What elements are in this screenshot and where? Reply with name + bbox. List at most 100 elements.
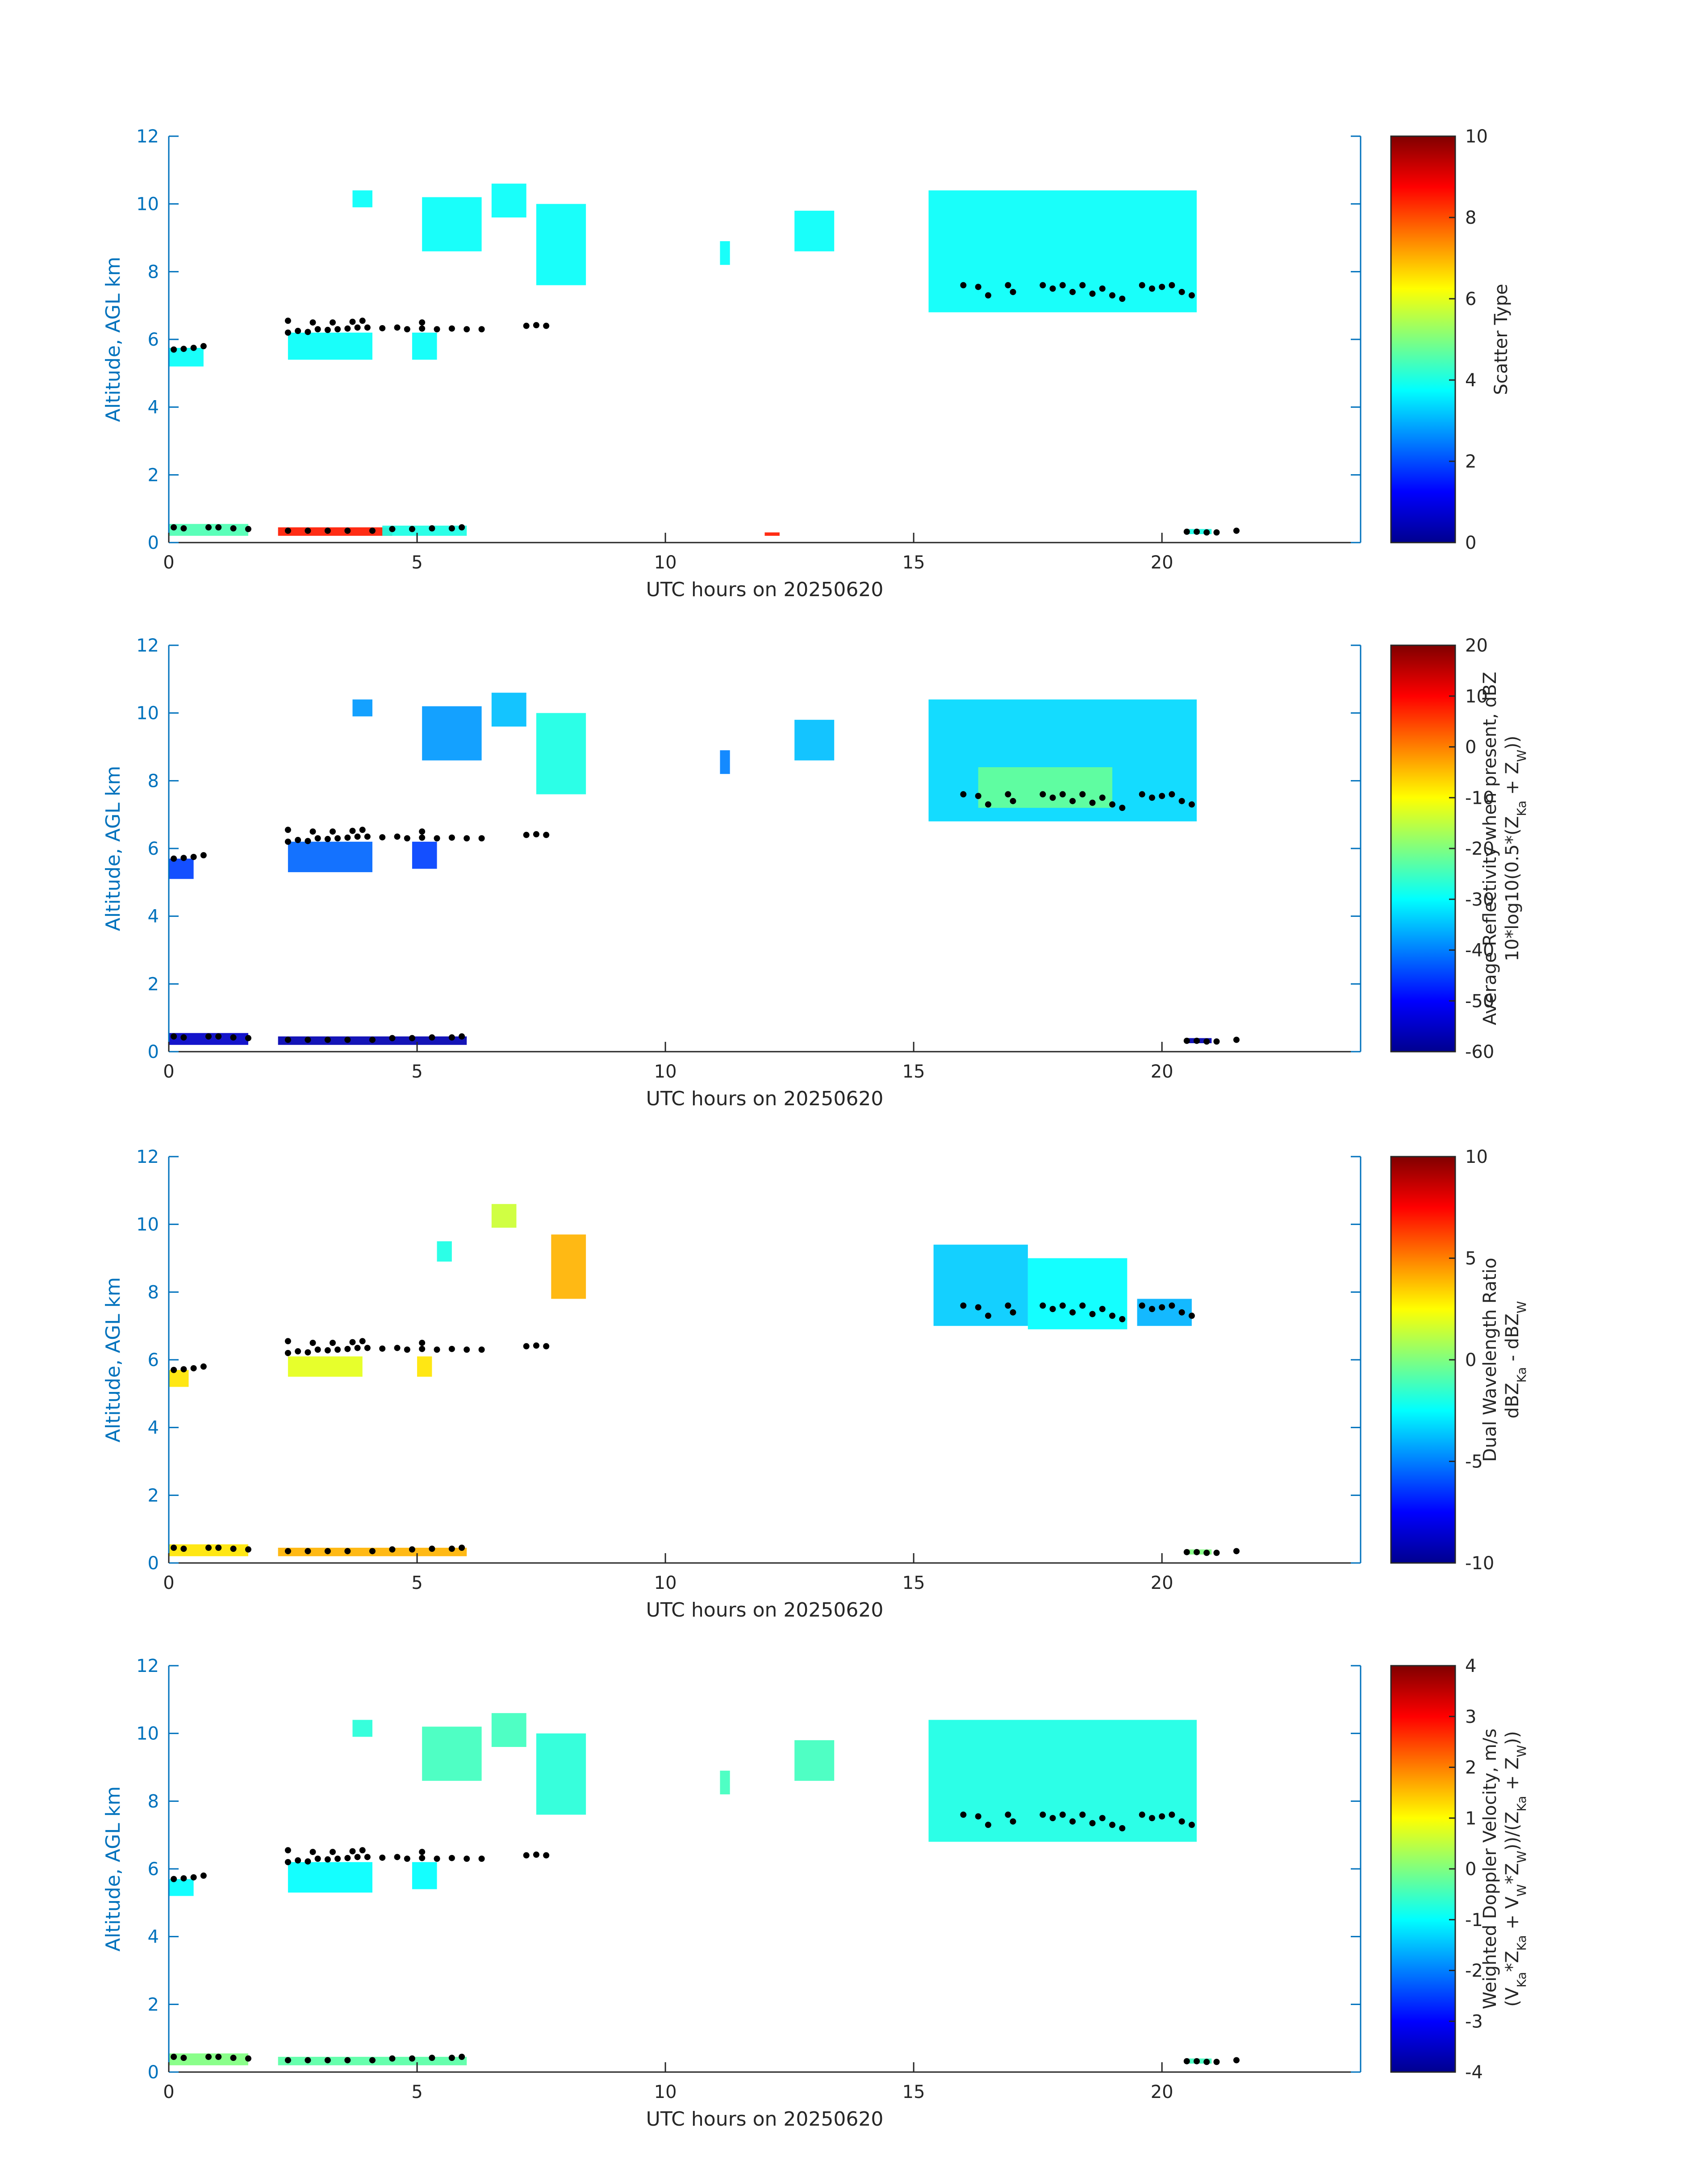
overlay-dot bbox=[305, 329, 311, 335]
overlay-dot bbox=[180, 855, 187, 861]
y-tick-label: 4 bbox=[148, 907, 159, 927]
overlay-dot bbox=[533, 1851, 539, 1858]
overlay-dot bbox=[359, 1847, 366, 1854]
overlay-dot bbox=[180, 1546, 187, 1552]
overlay-dot bbox=[394, 324, 401, 331]
overlay-dot bbox=[975, 793, 981, 799]
colorbar-label: Weighted Doppler Velocity, m/s bbox=[1480, 1729, 1500, 2010]
overlay-dot bbox=[180, 1875, 187, 1882]
overlay-dot bbox=[344, 1036, 351, 1043]
overlay-dot bbox=[389, 1546, 396, 1553]
y-tick-label: 2 bbox=[148, 974, 159, 994]
y-tick-label: 10 bbox=[136, 194, 159, 215]
overlay-dot bbox=[284, 2057, 291, 2064]
overlay-dot bbox=[1139, 791, 1145, 798]
overlay-dot bbox=[404, 326, 410, 333]
overlay-dot bbox=[448, 2055, 455, 2061]
overlay-dot bbox=[1183, 528, 1190, 535]
overlay-dot bbox=[1005, 1302, 1011, 1309]
overlay-dot bbox=[364, 324, 371, 331]
overlay-dot bbox=[1233, 1548, 1240, 1554]
overlay-dot bbox=[1213, 1038, 1220, 1045]
overlay-dot bbox=[284, 527, 291, 534]
overlay-dot bbox=[314, 835, 321, 842]
overlay-dot bbox=[1233, 527, 1240, 534]
overlay-dot bbox=[284, 318, 291, 324]
colorbar-tick-label: 4 bbox=[1465, 1656, 1476, 1676]
overlay-dot bbox=[354, 833, 361, 840]
overlay-dot bbox=[1059, 282, 1066, 288]
overlay-dot bbox=[434, 1346, 440, 1353]
overlay-dot bbox=[523, 832, 530, 838]
overlay-dot bbox=[394, 1345, 401, 1351]
overlay-dot bbox=[960, 1302, 967, 1309]
x-tick-label: 0 bbox=[163, 1573, 174, 1593]
y-tick-label: 2 bbox=[148, 465, 159, 485]
x-tick-label: 5 bbox=[411, 2082, 422, 2102]
overlay-dot bbox=[478, 835, 485, 842]
overlay-dot bbox=[329, 319, 336, 326]
colorbar-tick-label: 4 bbox=[1465, 370, 1476, 391]
overlay-dot bbox=[1079, 1302, 1086, 1309]
overlay-dot bbox=[985, 1822, 991, 1828]
overlay-dot bbox=[200, 1363, 207, 1370]
overlay-dot bbox=[369, 1036, 376, 1043]
overlay-dot bbox=[1178, 1818, 1185, 1825]
y-tick-label: 4 bbox=[148, 1418, 159, 1438]
overlay-dot bbox=[975, 1813, 981, 1820]
overlay-dot bbox=[190, 1874, 197, 1880]
overlay-dot bbox=[190, 344, 197, 351]
x-tick-label: 5 bbox=[411, 552, 422, 573]
overlay-dot bbox=[1119, 1825, 1126, 1831]
overlay-dot bbox=[448, 1546, 455, 1552]
overlay-dot bbox=[1194, 528, 1200, 535]
overlay-dot bbox=[1005, 282, 1011, 288]
overlay-dot bbox=[171, 1876, 177, 1882]
overlay-dot bbox=[464, 835, 470, 842]
overlay-dot bbox=[459, 1544, 465, 1551]
overlay-dot bbox=[379, 1854, 386, 1861]
overlay-dot bbox=[1169, 1302, 1175, 1309]
overlay-dot bbox=[1159, 793, 1165, 799]
x-tick-label: 20 bbox=[1151, 1061, 1173, 1082]
overlay-dot bbox=[543, 1852, 550, 1859]
overlay-dot bbox=[1109, 292, 1115, 299]
y-tick-label: 4 bbox=[148, 1927, 159, 1947]
overlay-dot bbox=[1010, 1309, 1016, 1316]
colorbar-gradient bbox=[1390, 135, 1456, 543]
colorbar-tick-label: 2 bbox=[1465, 451, 1476, 472]
data-region bbox=[422, 1726, 482, 1781]
colorbar-tick-label: -10 bbox=[1465, 788, 1494, 808]
overlay-dot bbox=[359, 1338, 366, 1345]
colorbar-tick-label: 10 bbox=[1465, 1147, 1488, 1167]
overlay-dot bbox=[419, 1345, 426, 1352]
overlay-dot bbox=[409, 526, 415, 532]
overlay-dot bbox=[230, 1546, 237, 1552]
overlay-dot bbox=[369, 527, 376, 534]
y-axis-label: Altitude, AGL km bbox=[102, 766, 125, 931]
data-region bbox=[412, 841, 437, 869]
overlay-dot bbox=[434, 835, 440, 842]
panel-3-data bbox=[169, 1204, 1212, 1556]
overlay-dot bbox=[215, 2053, 222, 2060]
overlay-dot bbox=[1183, 1549, 1190, 1555]
overlay-dot bbox=[1194, 1549, 1200, 1555]
overlay-dot bbox=[1089, 1820, 1096, 1826]
colorbar-tick-label: 0 bbox=[1465, 737, 1476, 758]
overlay-dot bbox=[344, 527, 351, 534]
colorbar-tick-label: 5 bbox=[1465, 1249, 1476, 1269]
colorbar-tick-label: 20 bbox=[1465, 635, 1488, 656]
overlay-dot bbox=[379, 834, 386, 840]
y-axis-label: Altitude, AGL km bbox=[102, 257, 125, 422]
overlay-dot bbox=[1099, 794, 1106, 801]
data-region bbox=[169, 858, 194, 879]
colorbar: -60 -50 -40 -30 -20 -10 0 10 20 Average Reflectiv… bbox=[1390, 635, 1529, 1062]
panel-1-data bbox=[169, 184, 1212, 536]
overlay-dot bbox=[180, 346, 187, 352]
colorbar-label: 10*log10(0.5*(ZKa + ZW)) bbox=[1502, 735, 1529, 961]
x-tick-label: 0 bbox=[163, 2082, 174, 2102]
x-tick-label: 5 bbox=[411, 1573, 422, 1593]
overlay-dot bbox=[284, 827, 291, 833]
overlay-dot bbox=[324, 1347, 331, 1354]
